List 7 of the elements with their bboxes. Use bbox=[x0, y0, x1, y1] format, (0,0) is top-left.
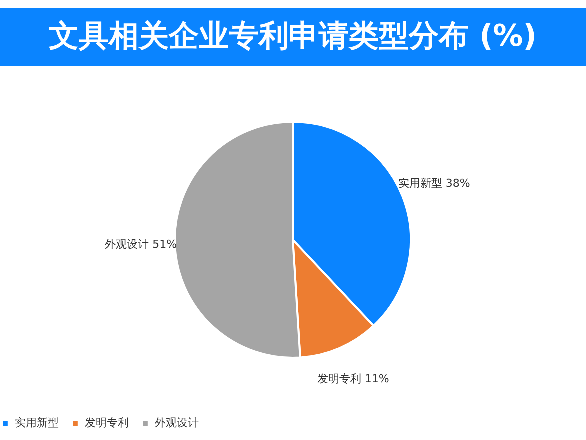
category-label: 实用新型 38% bbox=[398, 177, 470, 190]
legend-label: 外观设计 bbox=[155, 416, 199, 430]
category-label: 发明专利 11% bbox=[317, 372, 390, 386]
category-label: 外观设计 51% bbox=[105, 238, 178, 251]
legend-label: 发明专利 bbox=[85, 416, 129, 430]
legend-label: 实用新型 bbox=[15, 416, 59, 430]
chart-title: 文具相关企业专利申请类型分布 (%) bbox=[49, 19, 537, 54]
